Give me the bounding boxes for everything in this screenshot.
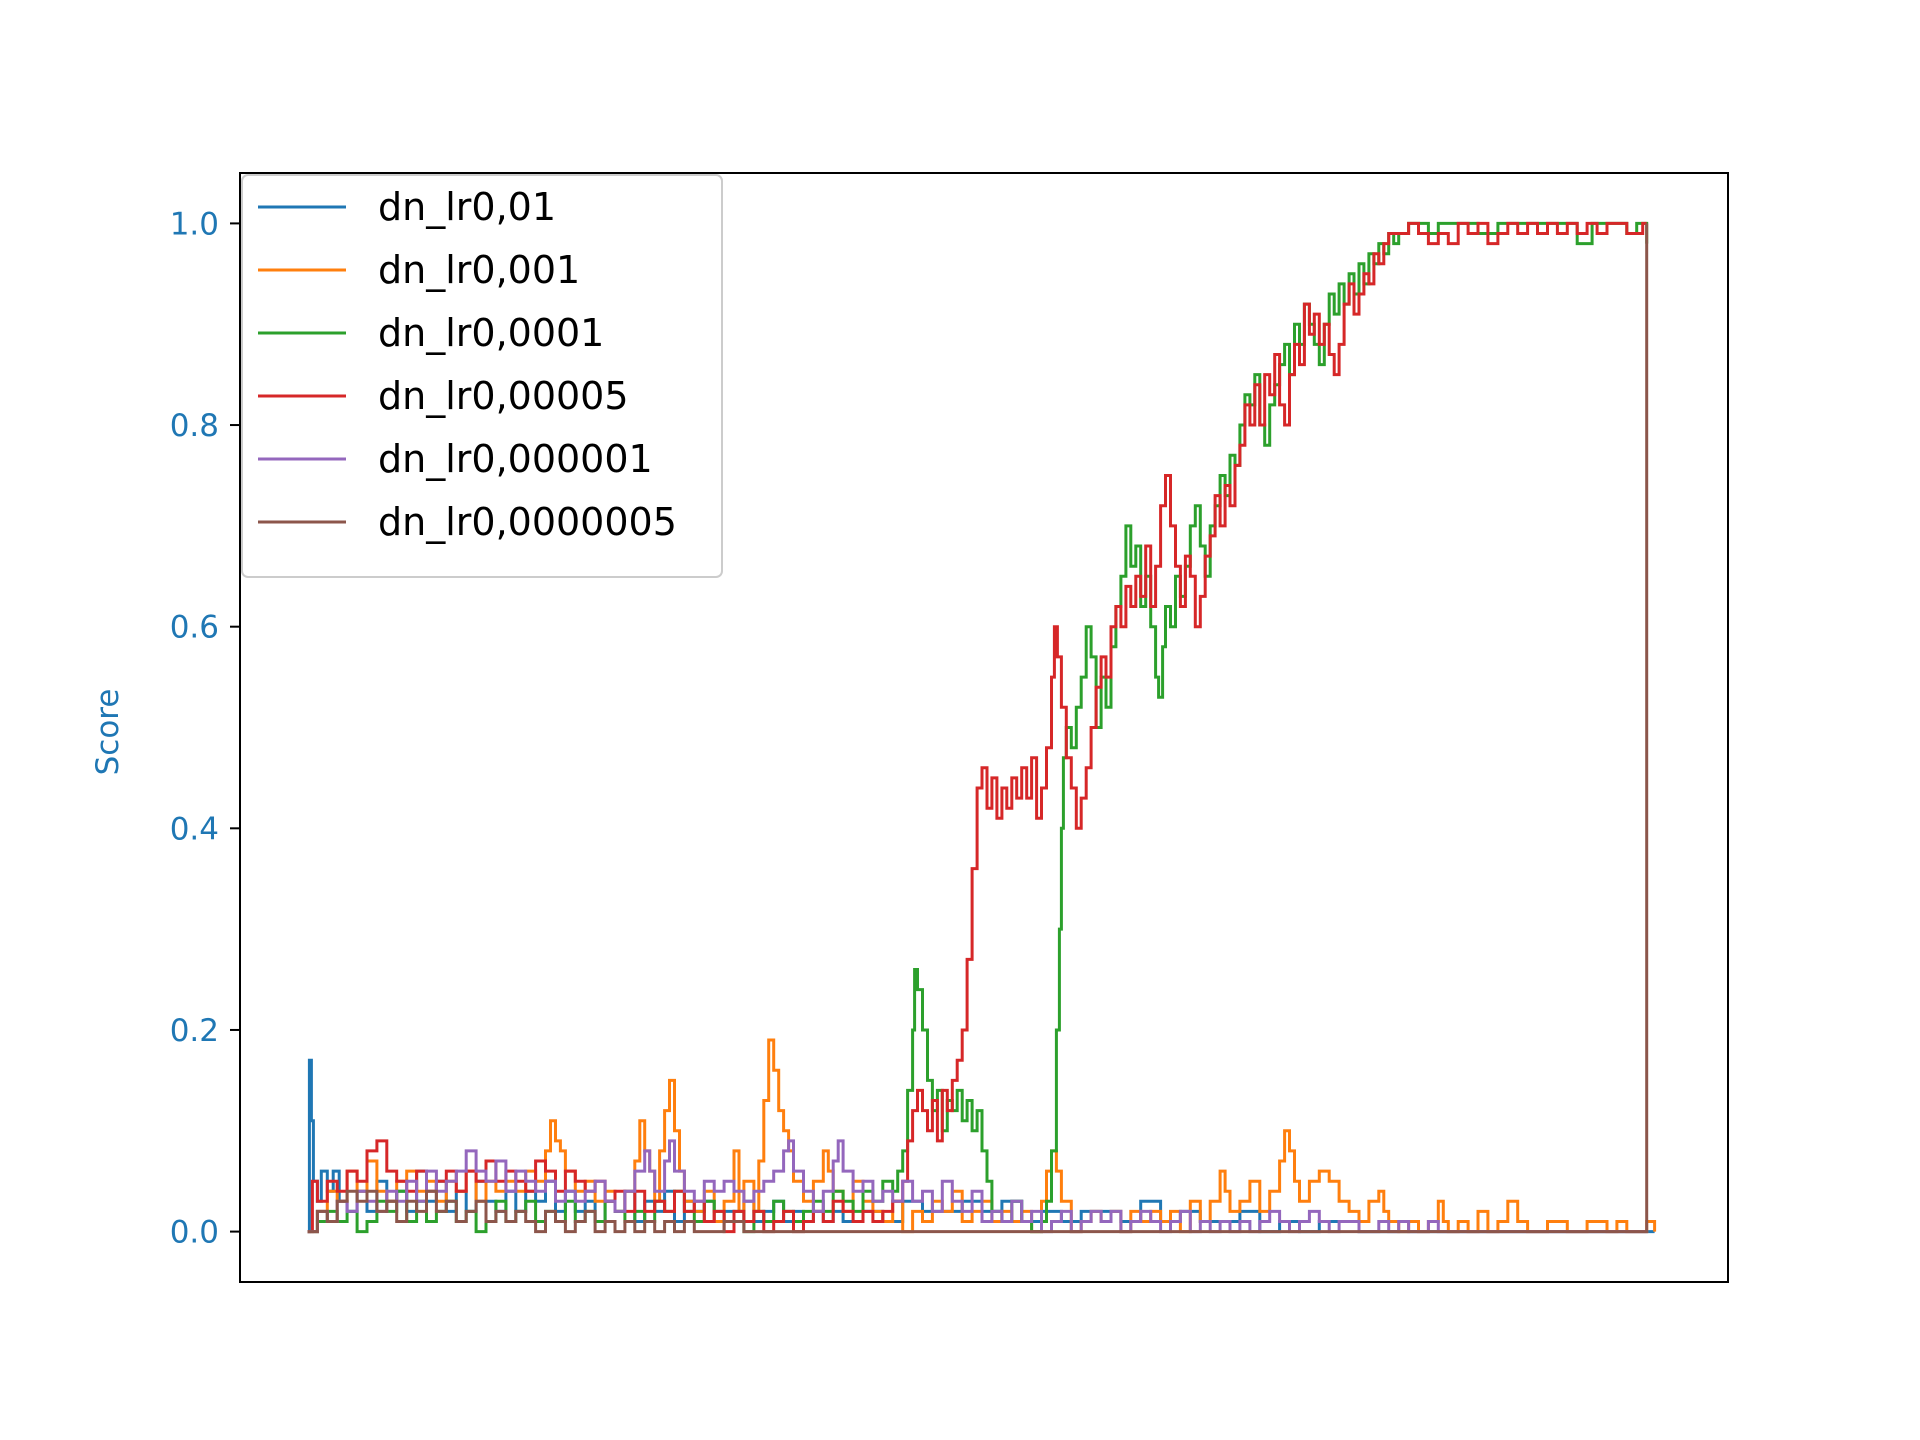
series-line-6 [307,223,1649,1234]
legend-label-1: dn_lr0,01 [378,185,556,229]
y-tick-label: 1.0 [170,206,219,242]
legend-label-4: dn_lr0,00005 [378,374,629,418]
series-line-5 [307,1139,1647,1234]
y-tick-label: 0.8 [170,408,219,444]
y-tick-label: 0.6 [170,610,219,646]
y-axis: 0.0 0.2 0.4 0.6 0.8 1.0 [170,206,240,1251]
legend: dn_lr0,01 dn_lr0,001 dn_lr0,0001 dn_lr0,000… [241,174,723,578]
legend-label-2: dn_lr0,001 [378,248,580,292]
y-tick-label: 0.4 [170,811,219,847]
y-axis-label: Score [90,689,126,776]
series-layer [307,221,1657,1234]
plot-frame [239,172,1729,1283]
y-tick-label: 0.2 [170,1013,219,1049]
y-tick-label: 0.0 [170,1215,219,1251]
legend-label-5: dn_lr0,000001 [378,437,653,481]
legend-box [241,174,723,578]
legend-label-6: dn_lr0,0000005 [378,500,677,544]
legend-label-3: dn_lr0,0001 [378,311,604,355]
